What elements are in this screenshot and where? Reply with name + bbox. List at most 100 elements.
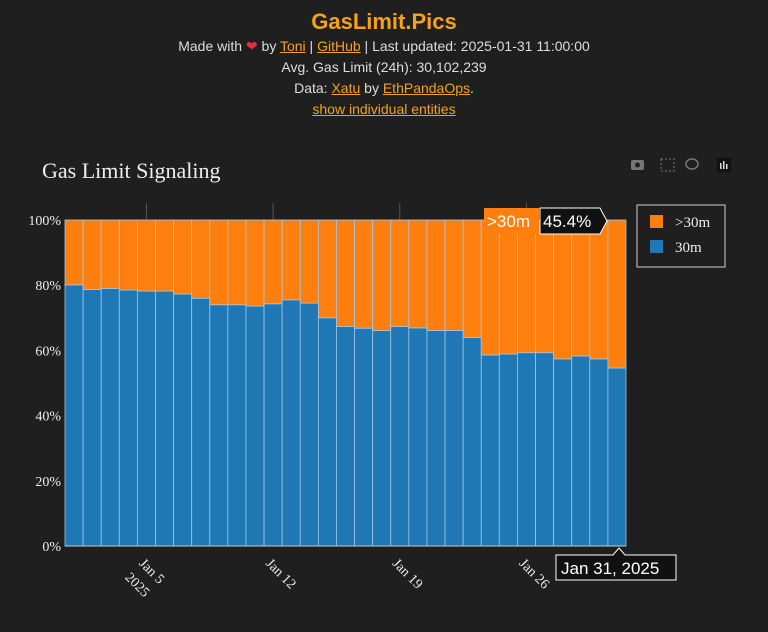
bar-30m-2025-01-16[interactable] — [336, 326, 355, 547]
bar-over30m-2025-01-27[interactable] — [535, 219, 555, 354]
credits-line: Made with ❤ by Toni | GitHub | Last upda… — [0, 36, 768, 57]
y-tick-label: 40% — [35, 410, 61, 425]
github-link[interactable]: GitHub — [317, 38, 361, 54]
bar-over30m-2025-01-24[interactable] — [480, 219, 500, 356]
bar-over30m-2025-01-21[interactable] — [426, 219, 446, 331]
bar-30m-2025-01-05[interactable] — [136, 290, 156, 547]
bar-30m-2025-01-09[interactable] — [209, 304, 229, 547]
bar-over30m-2025-01-13[interactable] — [281, 219, 301, 301]
bar-over30m-2025-01-18[interactable] — [372, 219, 392, 331]
bar-30m-2025-01-30[interactable] — [589, 358, 609, 547]
bar-over30m-2025-01-16[interactable] — [336, 219, 355, 328]
y-tick-label: 80% — [35, 279, 61, 294]
bar-30m-2025-01-31[interactable] — [607, 367, 627, 547]
bar-30m-2025-01-26[interactable] — [517, 352, 536, 547]
y-tick-label: 100% — [28, 214, 61, 229]
bar-30m-2025-01-27[interactable] — [535, 352, 555, 547]
period: . — [470, 80, 474, 96]
legend: >30m 30m — [636, 204, 726, 268]
bar-over30m-2025-01-25[interactable] — [498, 219, 518, 355]
author-link[interactable]: Toni — [279, 38, 306, 54]
ethpandaops-link[interactable]: EthPandaOps — [382, 80, 471, 96]
bar-over30m-2025-01-14[interactable] — [299, 219, 319, 304]
bar-30m-2025-01-04[interactable] — [118, 289, 138, 547]
bar-30m-2025-01-22[interactable] — [444, 330, 464, 547]
bar-over30m-2025-01-20[interactable] — [408, 219, 428, 329]
bar-30m-2025-01-28[interactable] — [553, 358, 573, 547]
bar-over30m-2025-01-06[interactable] — [155, 219, 174, 292]
bar-over30m-2025-01-11[interactable] — [245, 219, 265, 307]
bar-over30m-2025-01-26[interactable] — [517, 219, 536, 354]
bar-over30m-2025-01-10[interactable] — [227, 219, 247, 306]
bar-30m-2025-01-12[interactable] — [263, 303, 283, 547]
legend-swatch-30m[interactable] — [650, 240, 663, 253]
heart-icon: ❤ — [245, 38, 258, 54]
bar-30m-2025-01-15[interactable] — [317, 317, 337, 547]
bar-over30m-2025-01-19[interactable] — [390, 219, 410, 328]
bar-over30m-2025-01-23[interactable] — [462, 219, 482, 338]
bar-30m-2025-01-03[interactable] — [100, 288, 120, 547]
bar-over30m-2025-01-04[interactable] — [118, 219, 138, 291]
data-prefix: Data: — [294, 80, 328, 96]
bar-30m-2025-01-18[interactable] — [372, 330, 392, 547]
hover-x-label: Jan 31, 2025 — [561, 559, 659, 578]
y-tick-label: 60% — [35, 344, 61, 359]
y-tick-label: 20% — [35, 475, 61, 490]
camera-icon[interactable] — [631, 160, 644, 170]
bar-over30m-2025-01-22[interactable] — [444, 219, 464, 331]
last-updated: | Last updated: 2025-01-31 11:00:00 — [364, 38, 590, 54]
xatu-link[interactable]: Xatu — [331, 80, 361, 96]
bar-30m-2025-01-02[interactable] — [82, 289, 102, 547]
bar-30m-2025-01-20[interactable] — [408, 327, 428, 547]
plotly-logo-icon[interactable] — [717, 158, 731, 172]
separator: | — [309, 38, 314, 54]
bar-30m-2025-01-14[interactable] — [299, 302, 319, 547]
hover-series-name: >30m — [487, 212, 530, 231]
data-source-line: Data: Xatu by EthPandaOps. — [0, 78, 768, 99]
page-header: GasLimit.Pics Made with ❤ by Toni | GitH… — [0, 8, 768, 120]
bar-over30m-2025-01-17[interactable] — [354, 219, 374, 329]
hover-value: 45.4% — [543, 212, 591, 231]
bar-over30m-2025-01-05[interactable] — [136, 219, 156, 292]
bar-30m-2025-01-25[interactable] — [498, 353, 518, 547]
bar-30m-2025-01-23[interactable] — [462, 336, 482, 547]
bar-over30m-2025-01-29[interactable] — [571, 219, 591, 357]
bar-over30m-2025-01-12[interactable] — [263, 219, 283, 305]
x-tick-label: Jan 26 — [516, 556, 552, 592]
x-tick-label: Jan 19 — [389, 556, 425, 592]
bar-30m-2025-01-10[interactable] — [227, 304, 247, 547]
bar-30m-2025-01-01[interactable] — [64, 284, 84, 547]
bar-30m-2025-01-24[interactable] — [480, 354, 500, 547]
show-individual-entities-link[interactable]: show individual entities — [312, 101, 456, 117]
bar-over30m-2025-01-03[interactable] — [100, 219, 120, 289]
bar-30m-2025-01-13[interactable] — [281, 299, 301, 547]
bar-over30m-2025-01-02[interactable] — [82, 219, 102, 290]
bar-30m-2025-01-17[interactable] — [354, 327, 374, 547]
legend-label-30m[interactable]: 30m — [675, 240, 702, 256]
made-with-text: Made with — [178, 38, 243, 54]
data-by: by — [364, 80, 379, 96]
bar-30m-2025-01-29[interactable] — [571, 355, 591, 547]
bar-over30m-2025-01-08[interactable] — [191, 219, 211, 299]
legend-label-over30m[interactable]: >30m — [675, 215, 710, 231]
bar-30m-2025-01-08[interactable] — [191, 297, 211, 547]
bar-30m-2025-01-07[interactable] — [173, 293, 193, 547]
legend-swatch-over30m[interactable] — [650, 215, 663, 228]
bar-over30m-2025-01-30[interactable] — [589, 219, 609, 360]
bar-over30m-2025-01-28[interactable] — [553, 219, 573, 360]
bar-over30m-2025-01-09[interactable] — [209, 219, 229, 306]
bar-30m-2025-01-19[interactable] — [390, 326, 410, 547]
bar-over30m-2025-01-01[interactable] — [64, 219, 84, 286]
by-text: by — [261, 38, 277, 54]
lasso-icon[interactable] — [685, 158, 699, 170]
bar-30m-2025-01-21[interactable] — [426, 330, 446, 547]
box-select-icon[interactable] — [660, 158, 675, 172]
bar-over30m-2025-01-07[interactable] — [173, 219, 193, 295]
bar-30m-2025-01-11[interactable] — [245, 305, 265, 547]
bar-30m-2025-01-06[interactable] — [155, 290, 174, 547]
bar-over30m-2025-01-31[interactable] — [607, 219, 627, 369]
bar-over30m-2025-01-15[interactable] — [317, 219, 337, 319]
avg-gas-limit: Avg. Gas Limit (24h): 30,102,239 — [281, 59, 487, 75]
chart-title: Gas Limit Signaling — [42, 158, 220, 183]
